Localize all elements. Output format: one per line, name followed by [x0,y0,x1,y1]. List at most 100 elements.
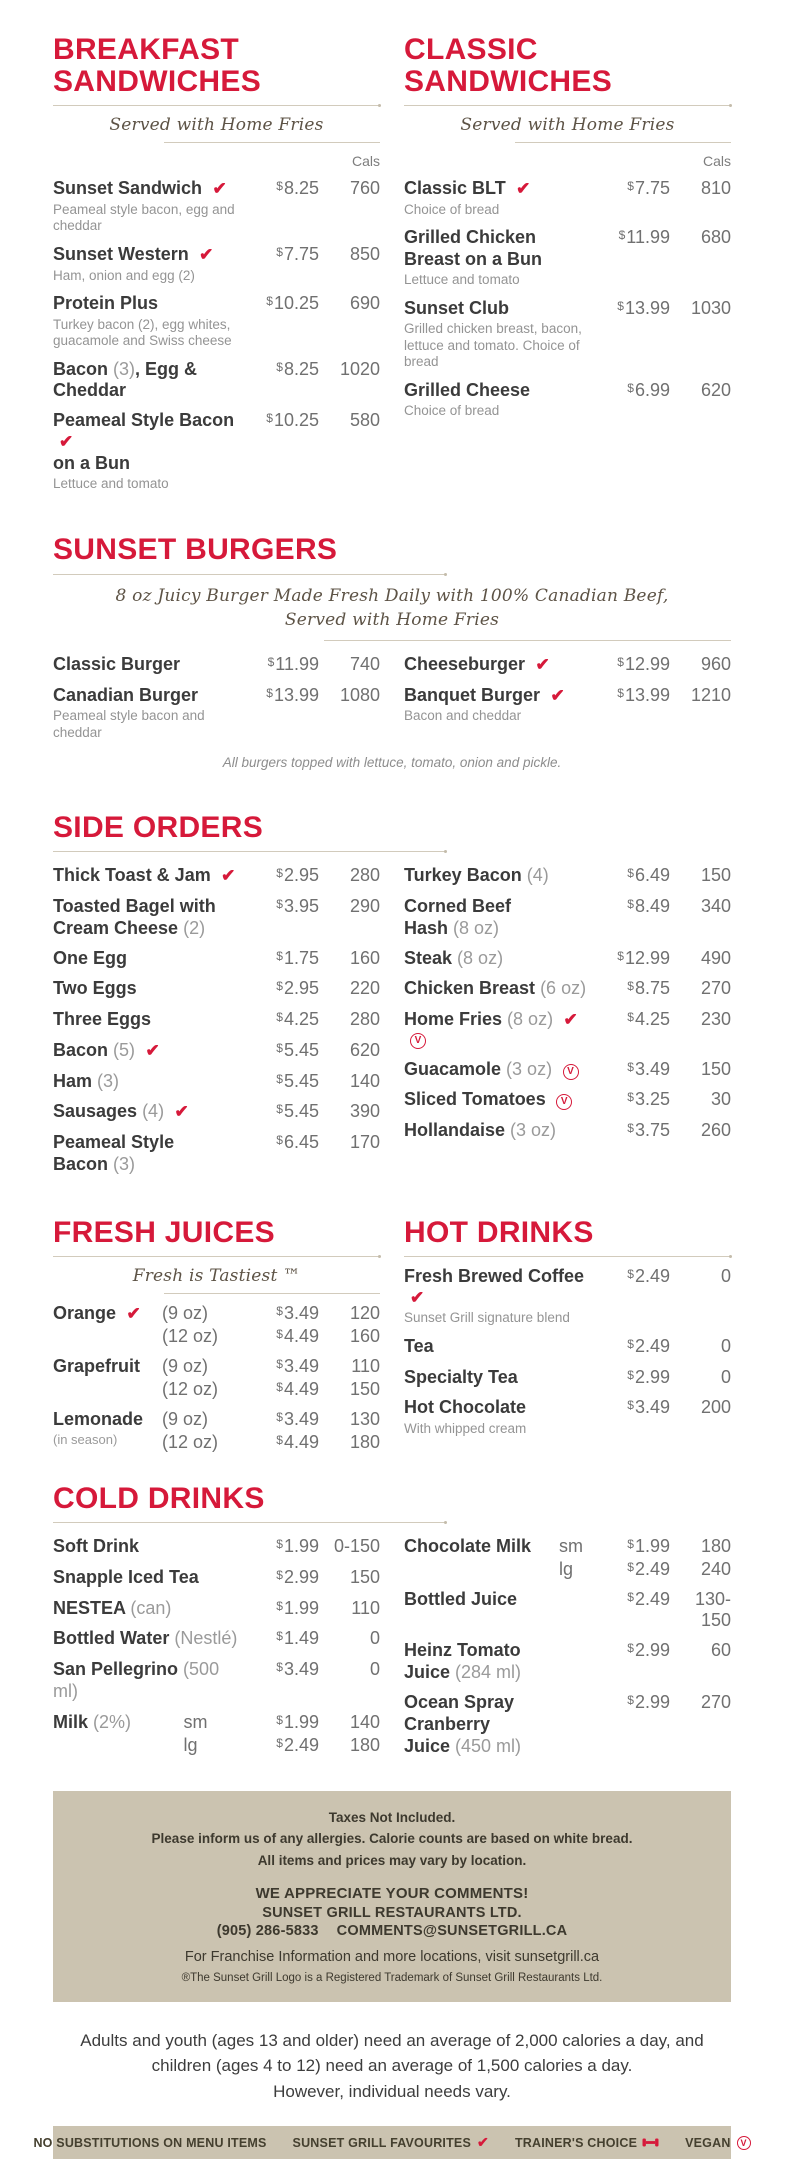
menu-item-calories: 1210 [690,684,731,705]
menu-item: Grilled Cheese Choice of bread $6.99 620 [404,380,731,420]
price-value: 7.75 [634,178,670,199]
menu-item: Grilled Chicken Breast on a Bun Lettuce … [404,227,731,288]
section-sunset-burgers: SUNSET BURGERS 8 oz Juicy Burger Made Fr… [53,534,731,770]
price-value: 7.75 [283,243,319,264]
menu-item-name-line2: on a Bun [53,452,130,473]
section-title: HOT DRINKS [404,1215,594,1249]
cals-column-header: Cals [404,153,731,169]
dollar-sign: $ [627,1010,634,1025]
menu-item-calories: 620 [700,379,731,400]
price-value: 5.45 [283,1039,319,1060]
menu-item-name-line: One Egg [53,948,248,970]
menu-item-name: Bacon (3), Egg & [53,358,198,379]
menu-item-info: Hot Chocolate With whipped cream [404,1397,599,1437]
menu-item-name-line: Three Eggs [53,1009,248,1031]
legend-label: VEGAN [685,2135,731,2150]
company-name: SUNSET GRILL RESTAURANTS LTD. [262,1904,522,1921]
menu-item-name-line: Sausages (4) ✔ [53,1101,248,1123]
dollar-sign: $ [627,979,634,994]
price-value: 8.25 [283,178,319,199]
menu-item-name-line: Sunset Sandwich ✔ [53,178,248,200]
menu-item-name: Grilled Cheese [404,379,531,400]
menu-item-info: NESTEA (can) [53,1598,248,1620]
dollar-sign: $ [276,1712,283,1727]
menu-item-name-line: Ham (3) [53,1071,248,1093]
menu-item-info: Chocolate Milk [404,1536,547,1558]
cals-label: Cals [351,153,380,170]
menu-item-calories: 0 [720,1265,731,1286]
section-classic-sandwiches: CLASSIC SANDWICHES Served with Home Frie… [404,33,732,492]
menu-item-price: $1.99 [608,1536,670,1557]
favourite-check-icon: ✔ [477,2134,489,2150]
menu-item-name-line: Classic Burger [53,654,248,676]
menu-item-calories: 620 [349,1039,380,1060]
menu-item-name: Milk (2%) [53,1711,132,1732]
menu-item-price: $4.25 [257,1009,319,1030]
menu-item: Cheeseburger ✔ $12.99 960 [404,654,731,676]
menu-item-price: $8.25 [257,359,319,380]
price-value: 4.49 [283,1379,319,1400]
dollar-sign: $ [617,298,624,313]
menu-item-name: San Pellegrino (500 ml) [53,1659,220,1701]
menu-item-info: Sliced Tomatoes V [404,1089,599,1111]
menu-item-size-row: (9 oz) $3.49 110 [162,1356,380,1377]
menu-item: Turkey Bacon (4) $6.49 150 [404,865,731,887]
price-value: 11.99 [626,227,670,248]
dollar-sign: $ [617,654,624,669]
section-breakfast-sandwiches: BREAKFAST SANDWICHES Served with Home Fr… [53,33,381,492]
menu-item-description: With whipped cream [404,1420,527,1436]
favourite-check-icon: ✔ [563,1010,578,1030]
juices-item-list: Orange ✔ (9 oz) $3.49 120 (12 oz) $4.49 … [53,1303,380,1453]
price-value: 1.99 [283,1597,319,1618]
menu-item-info: Guacamole (3 oz) V [404,1059,599,1081]
menu-item-name-line: Steak (8 oz) [404,948,599,970]
menu-item-name-line: Chicken Breast (6 oz) [404,978,599,1000]
menu-item-name-line: Sunset Western ✔ [53,244,248,266]
menu-item-description: Bacon and cheddar [404,708,522,724]
vegan-letter: V [567,1065,574,1077]
menu-item-calories: 140 [349,1711,380,1732]
menu-item-info: Classic BLT ✔ Choice of bread [404,178,599,218]
menu-item-price: $1.75 [257,948,319,969]
dollar-sign: $ [276,1568,283,1582]
menu-item-name-line: Orange ✔ [53,1303,150,1325]
size-label: (9 oz) [162,1302,209,1323]
legend-vegan: VEGAN V [685,2135,751,2150]
size-label: (12 oz) [162,1379,219,1400]
menu-item-size-rows: (9 oz) $3.49 130 (12 oz) $4.49 180 [162,1409,380,1453]
dollar-sign: $ [627,1090,634,1105]
menu-item-calories: 150 [700,1058,731,1079]
section-title: SUNSET BURGERS [53,533,338,567]
menu-item-price: $7.75 [608,178,670,199]
price-value: 2.49 [283,1734,319,1755]
menu-item-name: Corned Beef [404,895,512,916]
price-value: 10.25 [273,410,319,431]
menu-item-name-line: San Pellegrino (500 ml) [53,1659,248,1702]
menu-item-info: Tea [404,1336,599,1358]
menu-item-name-line: Ocean Spray Cranberry [404,1692,599,1735]
size-label: sm [559,1536,584,1557]
dollar-sign: $ [276,1357,283,1371]
favourite-check-icon: ✔ [212,179,227,199]
menu-item: Classic BLT ✔ Choice of bread $7.75 810 [404,178,731,218]
menu-item-name-line: Bacon (5) ✔ [53,1040,248,1062]
menu-item: Specialty Tea $2.99 0 [404,1367,731,1389]
menu-item-price: $6.45 [257,1132,319,1153]
vegan-circle-v-icon: V [562,1063,579,1080]
menu-item-calories: 160 [349,1325,380,1346]
menu-item-calories: 0 [720,1366,731,1387]
menu-item-calories: 1020 [339,358,380,379]
menu-item: Ocean Spray Cranberry Juice (450 ml) $2.… [404,1692,731,1756]
price-value: 3.49 [283,1302,319,1323]
menu-item-price: $1.99 [257,1598,319,1619]
menu-item-price: $3.49 [257,1409,319,1430]
divider [164,142,380,144]
menu-item-name-line: Chocolate Milk [404,1536,547,1558]
franchise-info: For Franchise Information and more locat… [184,1948,600,1965]
cals-column-header: Cals [53,153,380,169]
menu-item-name: Sausages (4) [53,1101,165,1122]
dollar-sign: $ [627,1059,634,1074]
menu-item-name-line: Sliced Tomatoes V [404,1089,599,1111]
menu-item-name-line2: Breast on a Bun [404,249,543,270]
